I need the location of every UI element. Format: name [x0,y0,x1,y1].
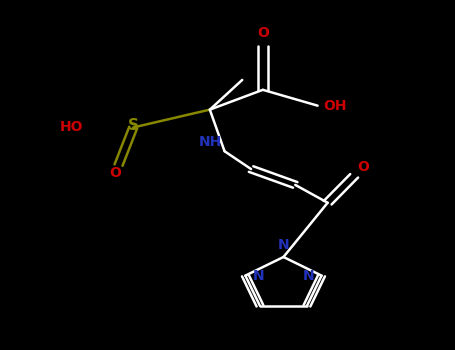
Text: S: S [128,118,139,133]
Text: N: N [303,268,314,282]
Text: NH: NH [198,135,222,149]
Text: HO: HO [60,120,83,134]
Text: N: N [253,268,264,282]
Text: O: O [257,26,269,40]
Text: O: O [110,166,121,180]
Text: N: N [278,238,289,252]
Text: OH: OH [324,99,347,113]
Text: O: O [357,160,369,174]
